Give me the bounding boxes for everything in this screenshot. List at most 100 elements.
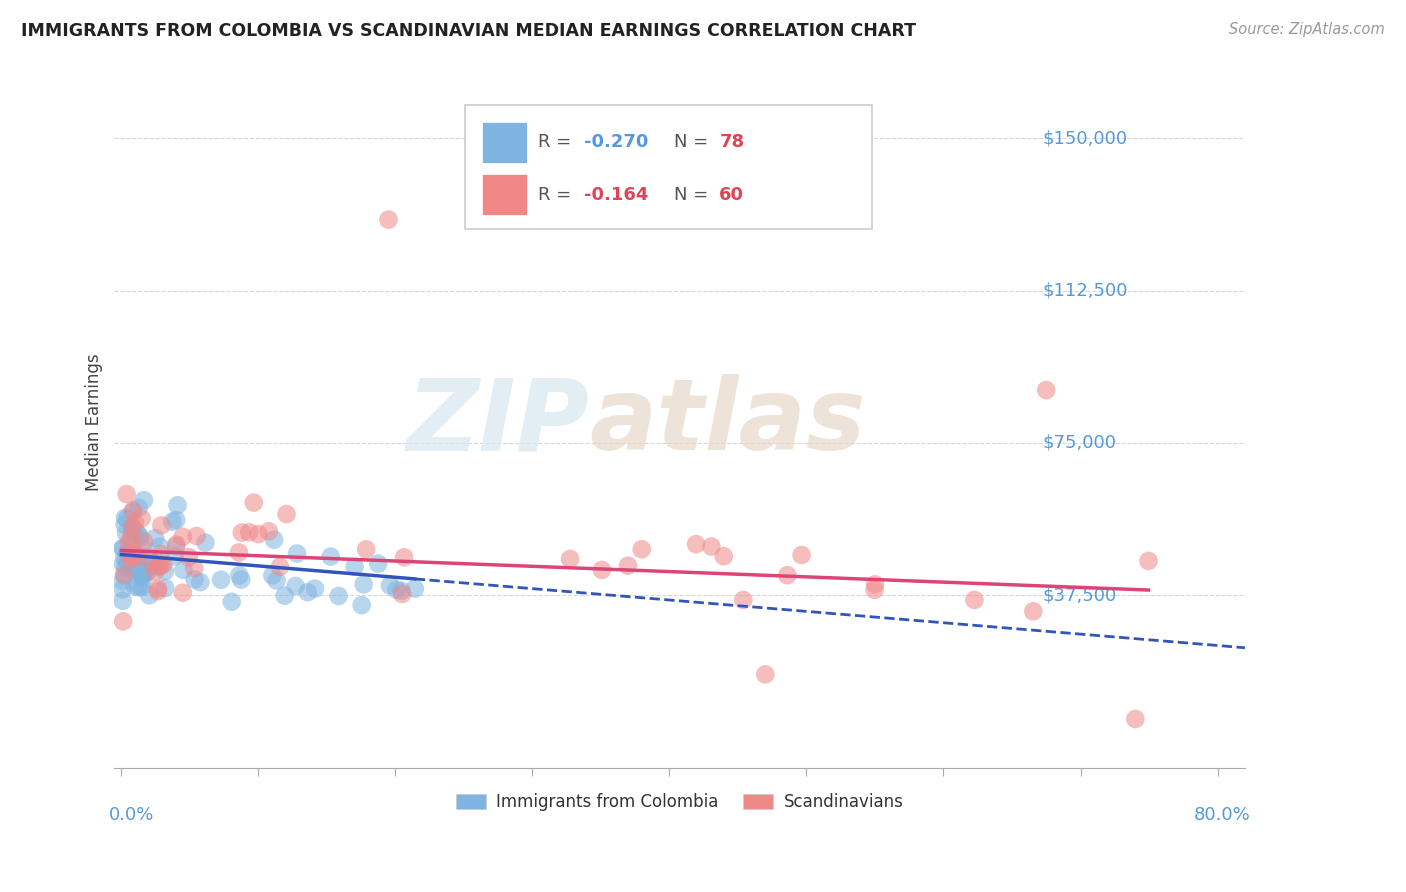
Point [128,580,150,594]
Point [121,547,143,561]
Point [273,589,295,603]
Point [186,529,208,543]
Point [149,558,172,573]
Point [172,563,194,577]
Point [392,550,415,565]
Point [247,527,270,541]
Point [114,560,136,574]
Point [700,540,723,554]
Point [111,557,134,571]
Point [111,574,134,589]
Point [115,511,138,525]
Point [136,566,159,580]
Point [146,582,169,596]
Point [138,557,160,571]
Point [165,537,187,551]
Point [165,513,187,527]
Point [558,552,581,566]
Point [124,515,146,529]
Text: -0.270: -0.270 [583,133,648,152]
Point [112,615,135,629]
Point [117,535,139,549]
Point [153,581,176,595]
Point [114,568,136,582]
Point [354,542,377,557]
Point [257,524,280,539]
Point [343,559,366,574]
Point [132,558,155,573]
Point [630,542,652,557]
Point [391,583,413,598]
Point [285,547,308,561]
Point [121,505,143,519]
Point [242,495,264,509]
FancyBboxPatch shape [465,105,872,229]
Text: Source: ZipAtlas.com: Source: ZipAtlas.com [1229,22,1385,37]
Point [132,493,155,508]
Point [131,541,153,556]
Point [121,520,143,534]
Point [131,572,153,586]
Text: $75,000: $75,000 [1043,434,1116,452]
Point [172,585,194,599]
Point [713,549,735,564]
Point [238,525,260,540]
Point [120,551,142,566]
Text: R =: R = [538,186,578,203]
Point [122,503,145,517]
Point [1035,383,1057,397]
Point [142,556,165,570]
Point [172,530,194,544]
Point [591,563,613,577]
Point [385,582,408,597]
Point [183,573,205,587]
Legend: Immigrants from Colombia, Scandinavians: Immigrants from Colombia, Scandinavians [450,787,910,818]
Point [263,533,285,547]
Point [125,525,148,540]
Point [112,550,135,565]
Point [963,592,986,607]
Point [117,556,139,570]
Point [143,565,166,579]
Point [221,595,243,609]
Point [231,573,253,587]
Point [148,559,170,574]
Point [114,511,136,525]
Point [125,565,148,579]
Point [148,559,170,574]
Point [127,549,149,564]
Point [391,587,413,601]
Point [404,582,426,596]
Point [121,551,143,566]
Point [209,573,232,587]
Point [378,578,401,592]
Point [149,547,172,561]
Point [284,579,307,593]
Text: 80.0%: 80.0% [1194,805,1250,823]
Point [120,531,142,545]
Point [152,558,174,572]
Text: $37,500: $37,500 [1043,586,1116,604]
Point [231,525,253,540]
Text: N =: N = [673,186,714,203]
Text: 60: 60 [720,186,744,203]
Point [112,567,135,582]
Text: N =: N = [673,133,714,152]
Point [685,537,707,551]
Point [228,568,250,582]
Point [353,577,375,591]
Point [111,594,134,608]
Point [136,563,159,577]
Point [1022,604,1045,618]
Point [115,526,138,541]
Point [1123,712,1146,726]
Point [163,549,186,564]
Point [138,550,160,565]
Text: atlas: atlas [589,374,866,471]
Point [194,535,217,549]
Point [146,584,169,599]
Point [131,567,153,582]
Text: IMMIGRANTS FROM COLOMBIA VS SCANDINAVIAN MEDIAN EARNINGS CORRELATION CHART: IMMIGRANTS FROM COLOMBIA VS SCANDINAVIAN… [21,22,917,40]
Point [124,544,146,558]
Point [127,560,149,574]
